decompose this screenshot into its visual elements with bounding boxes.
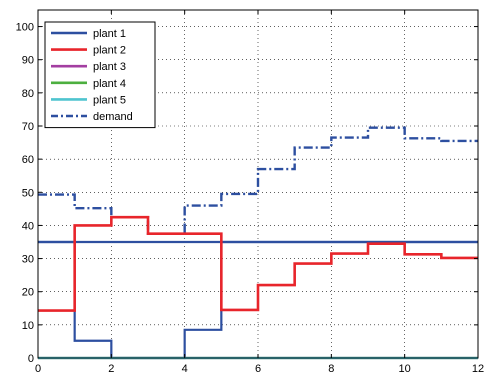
y-tick-label: 0 bbox=[28, 353, 34, 365]
series-line-demand bbox=[38, 126, 478, 235]
y-tick-label: 60 bbox=[22, 154, 34, 166]
legend-label: demand bbox=[93, 111, 133, 123]
y-tick-label: 90 bbox=[22, 55, 34, 67]
x-tick-label: 6 bbox=[255, 363, 261, 375]
y-tick-label: 70 bbox=[22, 121, 34, 133]
legend-label: plant 5 bbox=[93, 94, 126, 106]
y-tick-label: 10 bbox=[22, 320, 34, 332]
y-tick-label: 30 bbox=[22, 254, 34, 266]
x-tick-label: 10 bbox=[399, 363, 411, 375]
y-tick-label: 80 bbox=[22, 88, 34, 100]
y-tick-label: 20 bbox=[22, 287, 34, 299]
legend-box bbox=[44, 21, 156, 129]
x-tick-label: 4 bbox=[182, 363, 188, 375]
x-tick-label: 8 bbox=[328, 363, 334, 375]
y-tick-label: 50 bbox=[22, 187, 34, 199]
legend-label: plant 3 bbox=[93, 61, 126, 73]
legend-label: plant 2 bbox=[93, 45, 126, 57]
x-tick-label: 2 bbox=[108, 363, 114, 375]
x-axis: 0 2 4 6 8 10 12 bbox=[35, 10, 484, 375]
series-line-plant-2 bbox=[38, 215, 478, 312]
y-tick-label: 40 bbox=[22, 220, 34, 232]
x-tick-label: 12 bbox=[472, 363, 484, 375]
series-line-plant-1 bbox=[38, 240, 478, 360]
legend-label: plant 4 bbox=[93, 78, 126, 90]
y-tick-label: 100 bbox=[16, 22, 34, 34]
legend-label: plant 1 bbox=[93, 28, 126, 40]
x-tick-label: 0 bbox=[35, 363, 41, 375]
legend: plant 1 plant 2 plant 3 plant 4 plant 5 deman… bbox=[44, 21, 156, 129]
y-axis: 0 10 20 30 40 50 60 70 80 90 100 bbox=[16, 22, 478, 365]
